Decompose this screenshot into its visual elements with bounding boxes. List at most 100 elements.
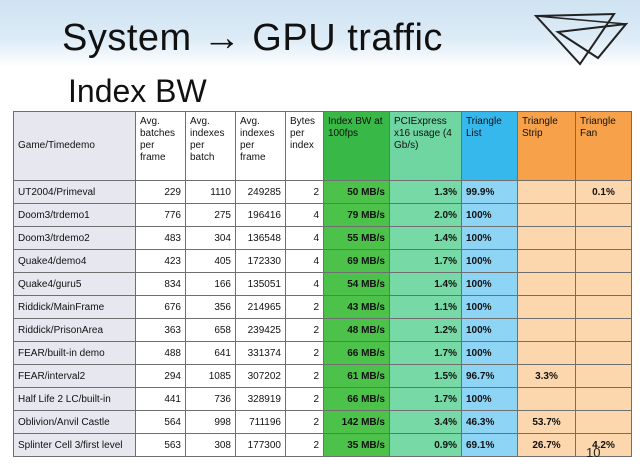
table-row: Quake4/demo4 423 405 172330 4 69 MB/s 1.7% 100%	[13, 249, 632, 273]
cell-game: Doom3/trdemo2	[13, 226, 136, 250]
cell-pci-usage: 1.1%	[389, 295, 462, 319]
cell-triangle-fan	[575, 226, 632, 250]
cell-pci-usage: 3.4%	[389, 410, 462, 434]
cell-indexes-per-frame: 172330	[235, 249, 286, 273]
cell-bytes-per-index: 2	[285, 341, 324, 365]
cell-indexes-per-frame: 136548	[235, 226, 286, 250]
cell-pci-usage: 1.4%	[389, 226, 462, 250]
cell-index-bw: 48 MB/s	[323, 318, 390, 342]
cell-game: Riddick/PrisonArea	[13, 318, 136, 342]
cell-indexes-per-batch: 405	[185, 249, 236, 273]
cell-bytes-per-index: 2	[285, 364, 324, 388]
cell-game: Quake4/demo4	[13, 249, 136, 273]
cell-triangle-list: 100%	[461, 341, 518, 365]
cell-triangle-list: 46.3%	[461, 410, 518, 434]
cell-pci-usage: 1.7%	[389, 387, 462, 411]
cell-index-bw: 69 MB/s	[323, 249, 390, 273]
cell-indexes-per-batch: 308	[185, 433, 236, 457]
cell-game: FEAR/built-in demo	[13, 341, 136, 365]
cell-triangle-fan: 4.2%	[575, 433, 632, 457]
cell-triangle-fan	[575, 364, 632, 388]
cell-index-bw: 79 MB/s	[323, 203, 390, 227]
cell-indexes-per-batch: 1110	[185, 180, 236, 204]
cell-triangle-list: 100%	[461, 318, 518, 342]
header-indexes-per-batch: Avg. indexes per batch	[185, 111, 236, 181]
cell-index-bw: 54 MB/s	[323, 272, 390, 296]
cell-indexes-per-frame: 239425	[235, 318, 286, 342]
table-row: Riddick/MainFrame 676 356 214965 2 43 MB/s 1.1…	[13, 295, 632, 319]
cell-bytes-per-index: 2	[285, 410, 324, 434]
cell-triangle-strip: 53.7%	[517, 410, 576, 434]
cell-triangle-strip	[517, 203, 576, 227]
cell-triangle-strip	[517, 249, 576, 273]
cell-game: UT2004/Primeval	[13, 180, 136, 204]
table-row: Quake4/guru5 834 166 135051 4 54 MB/s 1.4% 100%	[13, 272, 632, 296]
cell-triangle-fan	[575, 318, 632, 342]
table-row: Doom3/trdemo1 776 275 196416 4 79 MB/s 2.0% 100…	[13, 203, 632, 227]
cell-indexes-per-batch: 658	[185, 318, 236, 342]
header-game: Game/Timedemo	[13, 111, 136, 181]
triangle-logo-icon	[533, 12, 629, 66]
cell-indexes-per-frame: 196416	[235, 203, 286, 227]
header-index-bw: Index BW at 100fps	[323, 111, 390, 181]
cell-indexes-per-batch: 641	[185, 341, 236, 365]
header-indexes-per-frame: Avg. indexes per frame	[235, 111, 286, 181]
header-triangle-strip: Triangle Strip	[517, 111, 576, 181]
cell-triangle-strip	[517, 341, 576, 365]
cell-triangle-list: 100%	[461, 295, 518, 319]
cell-triangle-list: 100%	[461, 387, 518, 411]
cell-triangle-strip	[517, 318, 576, 342]
cell-bytes-per-index: 4	[285, 203, 324, 227]
cell-batches: 441	[135, 387, 186, 411]
cell-batches: 776	[135, 203, 186, 227]
table-header-row: Game/Timedemo Avg. batches per frame Avg…	[13, 111, 632, 181]
cell-triangle-fan	[575, 295, 632, 319]
cell-index-bw: 61 MB/s	[323, 364, 390, 388]
table-row: Oblivion/Anvil Castle 564 998 711196 2 142 MB…	[13, 410, 632, 434]
cell-triangle-list: 96.7%	[461, 364, 518, 388]
cell-index-bw: 142 MB/s	[323, 410, 390, 434]
cell-pci-usage: 1.5%	[389, 364, 462, 388]
cell-indexes-per-frame: 177300	[235, 433, 286, 457]
cell-triangle-strip	[517, 226, 576, 250]
cell-indexes-per-batch: 275	[185, 203, 236, 227]
cell-bytes-per-index: 2	[285, 318, 324, 342]
header-triangle-list: Triangle List	[461, 111, 518, 181]
table-row: FEAR/built-in demo 488 641 331374 2 66 MB/s 1.…	[13, 341, 632, 365]
cell-game: Quake4/guru5	[13, 272, 136, 296]
cell-bytes-per-index: 2	[285, 180, 324, 204]
cell-index-bw: 35 MB/s	[323, 433, 390, 457]
cell-index-bw: 66 MB/s	[323, 341, 390, 365]
cell-batches: 229	[135, 180, 186, 204]
header-bytes-per-index: Bytes per index	[285, 111, 324, 181]
cell-triangle-fan	[575, 272, 632, 296]
cell-game: Riddick/MainFrame	[13, 295, 136, 319]
cell-game: Oblivion/Anvil Castle	[13, 410, 136, 434]
page-number: 10	[586, 445, 601, 460]
cell-bytes-per-index: 2	[285, 295, 324, 319]
cell-bytes-per-index: 4	[285, 272, 324, 296]
cell-game: Doom3/trdemo1	[13, 203, 136, 227]
cell-triangle-list: 100%	[461, 249, 518, 273]
cell-batches: 363	[135, 318, 186, 342]
table-row: UT2004/Primeval 229 1110 249285 2 50 MB/s 1.3%…	[13, 180, 632, 204]
cell-index-bw: 55 MB/s	[323, 226, 390, 250]
cell-triangle-fan	[575, 249, 632, 273]
cell-triangle-list: 99.9%	[461, 180, 518, 204]
cell-indexes-per-batch: 736	[185, 387, 236, 411]
cell-pci-usage: 1.7%	[389, 249, 462, 273]
cell-indexes-per-batch: 1085	[185, 364, 236, 388]
cell-index-bw: 43 MB/s	[323, 295, 390, 319]
cell-indexes-per-frame: 214965	[235, 295, 286, 319]
cell-triangle-list: 100%	[461, 272, 518, 296]
cell-bytes-per-index: 4	[285, 226, 324, 250]
cell-indexes-per-batch: 356	[185, 295, 236, 319]
header-pci-usage: PCIExpress x16 usage (4 Gb/s)	[389, 111, 462, 181]
cell-batches: 294	[135, 364, 186, 388]
slide-subtitle: Index BW	[68, 73, 207, 109]
cell-pci-usage: 1.3%	[389, 180, 462, 204]
cell-index-bw: 66 MB/s	[323, 387, 390, 411]
cell-triangle-strip: 3.3%	[517, 364, 576, 388]
cell-triangle-fan	[575, 203, 632, 227]
cell-triangle-fan: 0.1%	[575, 180, 632, 204]
